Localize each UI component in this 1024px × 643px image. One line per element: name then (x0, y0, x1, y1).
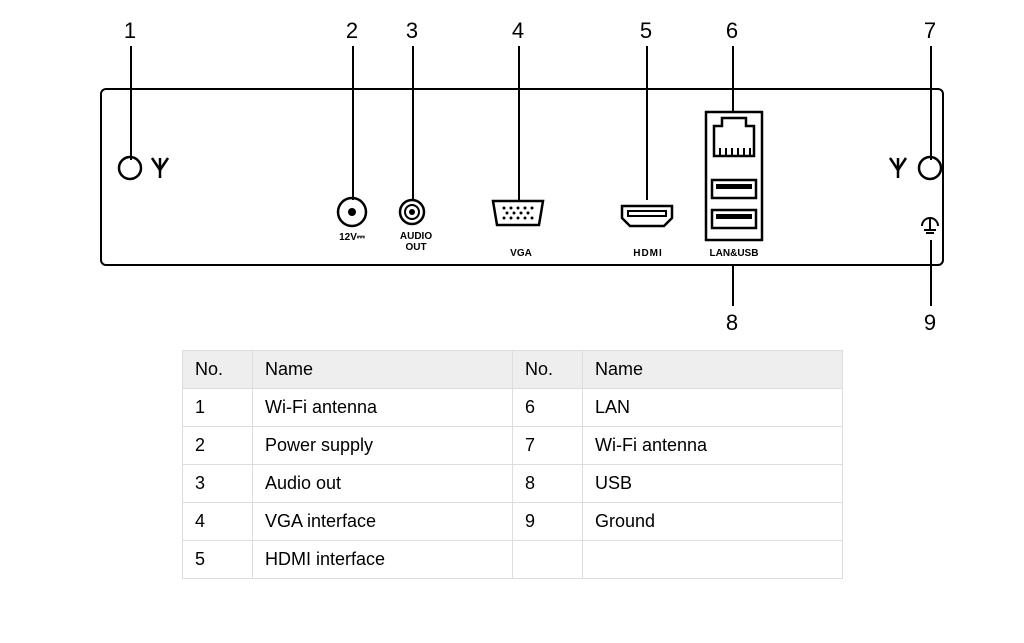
rear-panel (100, 88, 944, 266)
callout-5-line (646, 46, 648, 200)
col-no-1: No. (183, 351, 253, 389)
callout-4: 4 (506, 18, 530, 44)
lan-usb-port-icon (704, 110, 764, 242)
callout-8: 8 (720, 310, 744, 336)
col-no-2: No. (513, 351, 583, 389)
col-name-2: Name (583, 351, 843, 389)
cell-name: LAN (583, 389, 843, 427)
table-row: 2 Power supply 7 Wi-Fi antenna (183, 427, 843, 465)
power-port-icon (336, 196, 368, 228)
callout-5: 5 (634, 18, 658, 44)
cell-name: HDMI interface (253, 541, 513, 579)
wifi-antenna-left-icon (116, 154, 176, 184)
callout-8-line (732, 266, 734, 306)
cell-no: 5 (183, 541, 253, 579)
table-row: 1 Wi-Fi antenna 6 LAN (183, 389, 843, 427)
cell-name: Audio out (253, 465, 513, 503)
callout-7: 7 (918, 18, 942, 44)
table-header-row: No. Name No. Name (183, 351, 843, 389)
callout-2-line (352, 46, 354, 200)
audio-label: AUDIO OUT (396, 232, 436, 253)
cell-no: 6 (513, 389, 583, 427)
callout-3-line (412, 46, 414, 200)
table-row: 3 Audio out 8 USB (183, 465, 843, 503)
vga-label: VGA (504, 248, 538, 259)
cell-no: 2 (183, 427, 253, 465)
cell-name: USB (583, 465, 843, 503)
table-row: 4 VGA interface 9 Ground (183, 503, 843, 541)
callout-9: 9 (918, 310, 942, 336)
cell-name: Wi-Fi antenna (253, 389, 513, 427)
port-table: No. Name No. Name 1 Wi-Fi antenna 6 LAN … (182, 350, 843, 579)
callout-9-line (930, 240, 932, 306)
cell-name (583, 541, 843, 579)
callout-6: 6 (720, 18, 744, 44)
cell-name: Ground (583, 503, 843, 541)
cell-name: VGA interface (253, 503, 513, 541)
cell-name: Power supply (253, 427, 513, 465)
cell-no (513, 541, 583, 579)
hdmi-label: HDMI (626, 248, 670, 259)
col-name-1: Name (253, 351, 513, 389)
callout-1: 1 (118, 18, 142, 44)
cell-no: 8 (513, 465, 583, 503)
callout-4-line (518, 46, 520, 200)
cell-no: 7 (513, 427, 583, 465)
vga-port-icon (490, 198, 546, 228)
callout-2: 2 (340, 18, 364, 44)
callout-6-line (732, 46, 734, 116)
power-label: 12V⎓ (334, 232, 370, 243)
cell-no: 9 (513, 503, 583, 541)
cell-no: 3 (183, 465, 253, 503)
wifi-antenna-right-icon (886, 154, 946, 184)
audio-out-icon (398, 198, 426, 226)
table-row: 5 HDMI interface (183, 541, 843, 579)
callout-3: 3 (400, 18, 424, 44)
callout-1-line (130, 46, 132, 160)
hdmi-port-icon (620, 204, 674, 228)
cell-name: Wi-Fi antenna (583, 427, 843, 465)
lan-usb-label: LAN&USB (706, 248, 762, 259)
ground-icon (920, 216, 940, 236)
callout-7-line (930, 46, 932, 160)
cell-no: 4 (183, 503, 253, 541)
cell-no: 1 (183, 389, 253, 427)
